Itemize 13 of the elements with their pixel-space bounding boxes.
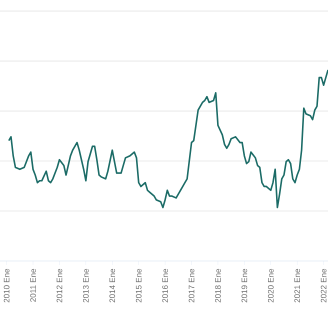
x-tick-label: 2014 Ene: [109, 268, 116, 302]
x-tick-label: 2020 Ene: [268, 268, 274, 302]
x-tick-label: 2018 Ene: [215, 268, 221, 302]
x-tick-label: 2012 Ene: [56, 268, 62, 302]
x-tick-label: 2016 Ene: [162, 268, 168, 302]
x-tick-label: 2010 Ene: [4, 268, 10, 302]
x-tick-label: 2015 Ene: [136, 268, 142, 302]
x-tick-label: 2017 Ene: [188, 268, 194, 302]
x-tick-label: 2022 Ene: [320, 268, 326, 302]
x-tick-label: 2019 Ene: [242, 268, 248, 302]
x-tick-label: 2021 Ene: [294, 268, 300, 302]
x-tick-label: 2011 Ene: [30, 268, 36, 302]
x-tick-label: 2013 Ene: [83, 268, 89, 302]
